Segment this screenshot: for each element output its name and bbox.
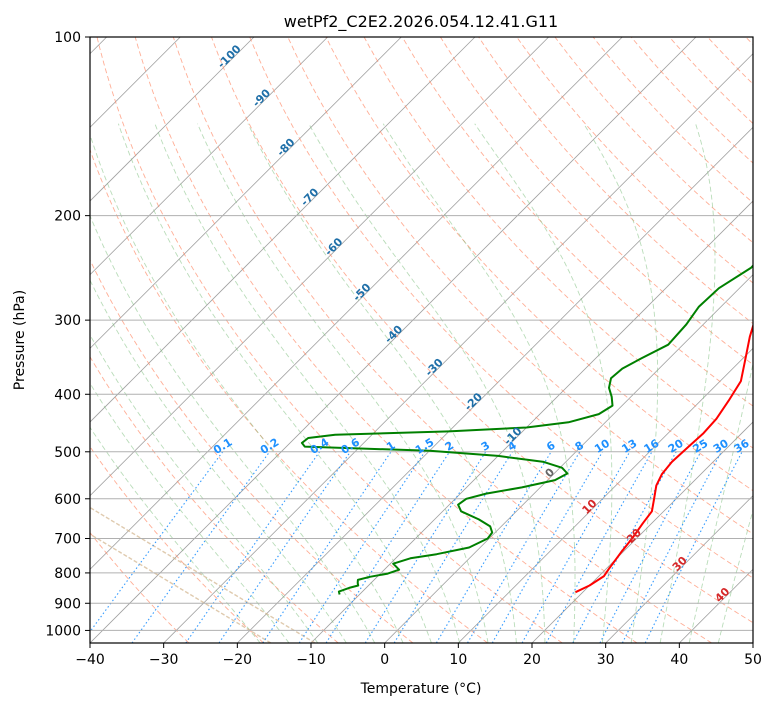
y-tick-label: 800 [54, 566, 81, 582]
x-tick-label: 10 [449, 652, 467, 668]
y-tick-label: 900 [54, 596, 81, 612]
isotherm-line [90, 37, 402, 349]
mixing-ratio-line [435, 451, 552, 643]
reference-curve [90, 533, 272, 643]
isotherm-line [163, 53, 753, 643]
dry-adiabat-line [134, 37, 638, 643]
dry-adiabat-line [211, 37, 753, 624]
dry-adiabat-line [90, 355, 339, 643]
moist-adiabat-line [90, 214, 376, 643]
pressure-grid [90, 37, 753, 631]
x-tick-label: −30 [149, 652, 179, 668]
mixing-ratio-line [572, 451, 677, 643]
x-tick-label: −10 [296, 652, 326, 668]
x-tick-label: −20 [223, 652, 253, 668]
temperature-profile-line [575, 322, 753, 594]
x-tick-label: 40 [670, 652, 688, 668]
dry-adiabat-line [90, 531, 190, 643]
isotherm-line [90, 37, 476, 423]
y-axis-label: Pressure (hPa) [12, 290, 28, 390]
dry-adiabat-line [401, 37, 753, 407]
dry-adiabat-line [96, 37, 563, 643]
mixing-ratio-line [131, 451, 271, 643]
isotherm-line [90, 37, 697, 643]
isotherm-line [605, 495, 753, 643]
dry-adiabat-line [325, 37, 753, 492]
dry-adiabat-line [287, 37, 753, 535]
x-tick-label: −40 [75, 652, 105, 668]
reference-curve [90, 506, 316, 643]
mixing-ratio-line [467, 451, 581, 643]
chart-title: wetPf2_C2E2.2026.054.12.41.G11 [284, 12, 558, 32]
x-tick-label: 30 [597, 652, 615, 668]
y-tick-label: 700 [54, 532, 81, 548]
y-tick-label: 400 [54, 387, 81, 403]
background-lines [90, 37, 753, 643]
profile-lines [300, 264, 753, 595]
mixing-ratio-line [218, 451, 351, 643]
mixing-ratio-line [545, 451, 653, 643]
mixing-ratio-line [364, 451, 487, 643]
x-axis-ticks: −40 −30 −20 −10 0 10 20 30 40 50 [75, 643, 762, 668]
mixing-ratio-line [325, 451, 451, 643]
isotherm-line [90, 37, 549, 497]
mixing-ratio-line [491, 451, 603, 643]
dry-adiabat-line [90, 148, 488, 643]
isotherm-line [458, 347, 753, 643]
isotherm-line [237, 126, 753, 643]
y-tick-label: 600 [54, 492, 81, 508]
mixing-ratio-line [185, 451, 321, 643]
isotherm-line [90, 37, 255, 202]
dry-adiabat-line [90, 258, 414, 643]
dry-adiabat-line [363, 37, 753, 449]
isotherm-line [90, 37, 623, 570]
y-tick-label: 500 [54, 445, 81, 461]
y-tick-label: 100 [54, 30, 81, 46]
plot-frame [89, 36, 754, 644]
dry-adiabat-line [440, 37, 753, 366]
y-axis-ticks: 100 200 300 400 500 600 700 800 900 1000 [45, 30, 90, 639]
dry-adiabat-line [478, 37, 753, 325]
dewpoint-profile-line [300, 264, 753, 595]
plot-background [90, 37, 753, 643]
y-tick-label: 200 [54, 209, 81, 225]
x-axis-label: Temperature (°C) [360, 681, 482, 697]
mixing-ratio-line [393, 451, 513, 643]
isotherm-line [752, 642, 753, 643]
dry-adiabat-line [249, 37, 753, 579]
x-tick-label: 0 [380, 652, 389, 668]
dry-adiabat-line [172, 37, 712, 643]
x-tick-label: 20 [523, 652, 541, 668]
y-tick-label: 1000 [45, 623, 81, 639]
mixing-ratio-line [521, 451, 631, 643]
isotherm-line [384, 274, 753, 643]
x-tick-label: 50 [744, 652, 762, 668]
isotherm-line [90, 37, 328, 276]
y-tick-label: 300 [54, 313, 81, 329]
dry-adiabat-line [592, 37, 753, 204]
isotherm-line [531, 421, 753, 643]
